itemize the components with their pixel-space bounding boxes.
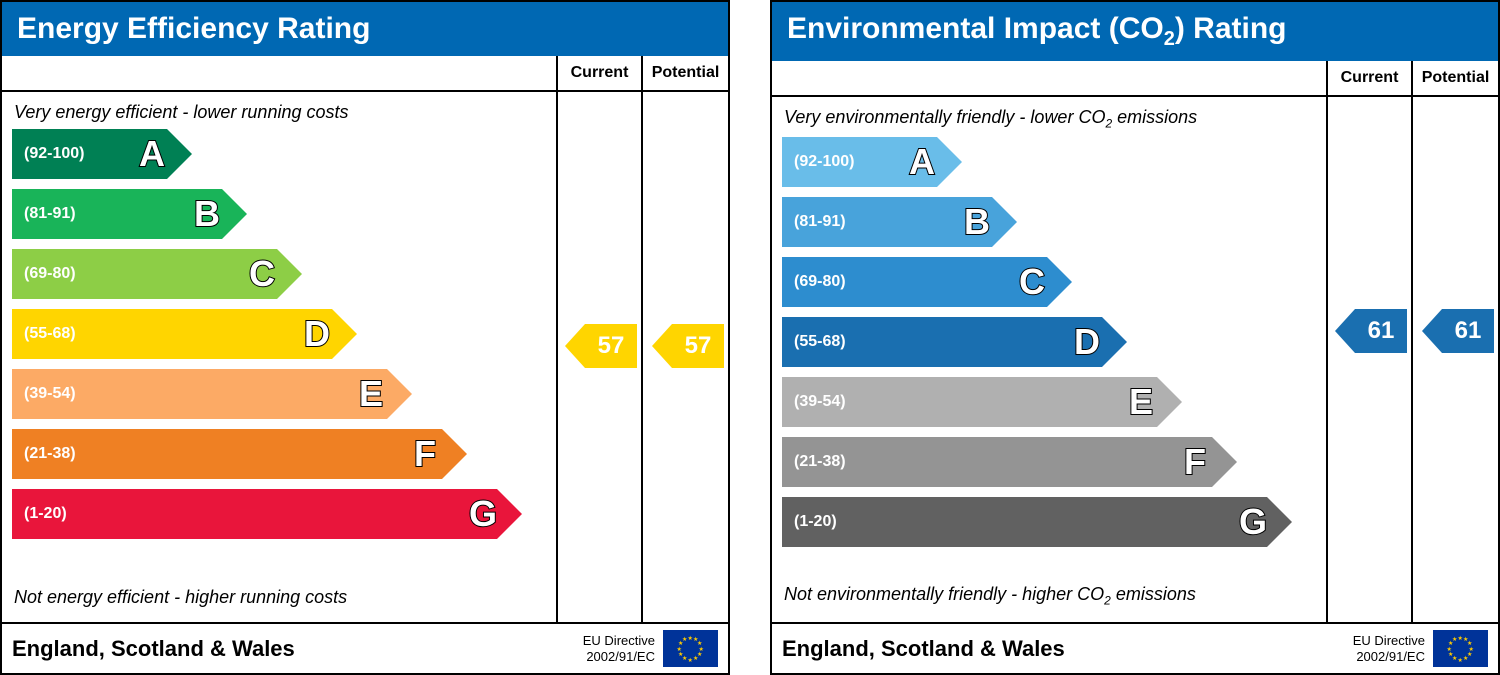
band-range: (1-20) [782, 513, 837, 531]
band-letter: C [249, 253, 275, 295]
rating-band-f: (21-38) F [782, 437, 1316, 487]
chart-title: Energy Efficiency Rating [2, 2, 728, 56]
band-range: (39-54) [12, 385, 76, 403]
rating-band-c: (69-80) C [782, 257, 1316, 307]
band-letter: E [1129, 381, 1153, 423]
rating-band-d: (55-68) D [782, 317, 1316, 367]
band-letter: G [1239, 501, 1267, 543]
rating-marker: 57 [652, 324, 724, 368]
region-label: England, Scotland & Wales [12, 636, 583, 662]
band-range: (81-91) [12, 205, 76, 223]
chart-body: Very environmentally friendly - lower CO… [772, 97, 1498, 624]
band-range: (92-100) [12, 145, 84, 163]
band-letter: E [359, 373, 383, 415]
rating-band-g: (1-20) G [782, 497, 1316, 547]
band-letter: G [469, 493, 497, 535]
column-header-current: Current [1328, 61, 1413, 95]
rating-band-c: (69-80) C [12, 249, 546, 299]
band-range: (39-54) [782, 393, 846, 411]
rating-marker-value: 57 [585, 324, 637, 368]
rating-band-b: (81-91) B [12, 189, 546, 239]
epc-chart: Environmental Impact (CO2) RatingCurrent… [770, 0, 1500, 675]
band-letter: F [414, 433, 436, 475]
band-range: (69-80) [782, 273, 846, 291]
band-letter: C [1019, 261, 1045, 303]
band-range: (21-38) [12, 445, 76, 463]
band-letter: B [964, 201, 990, 243]
current-column: 57 [558, 92, 643, 622]
bands-column: Very energy efficient - lower running co… [2, 92, 558, 622]
band-letter: A [139, 133, 165, 175]
band-range: (55-68) [12, 325, 76, 343]
eu-flag: ★★★★★★★★★★★★ [663, 630, 718, 667]
rating-marker: 61 [1335, 309, 1407, 353]
current-column: 61 [1328, 97, 1413, 622]
band-letter: D [1074, 321, 1100, 363]
epc-chart: Energy Efficiency RatingCurrentPotential… [0, 0, 730, 675]
column-header-row: CurrentPotential [2, 56, 728, 92]
rating-band-f: (21-38) F [12, 429, 546, 479]
chart-body: Very energy efficient - lower running co… [2, 92, 728, 624]
band-letter: F [1184, 441, 1206, 483]
column-header-potential: Potential [643, 56, 728, 90]
chart-title: Environmental Impact (CO2) Rating [772, 2, 1498, 61]
potential-column: 61 [1413, 97, 1498, 622]
band-letter: A [909, 141, 935, 183]
column-header-current: Current [558, 56, 643, 90]
potential-column: 57 [643, 92, 728, 622]
rating-band-d: (55-68) D [12, 309, 546, 359]
rating-band-e: (39-54) E [12, 369, 546, 419]
rating-marker: 57 [565, 324, 637, 368]
chart-footer: England, Scotland & WalesEU Directive200… [772, 624, 1498, 673]
rating-band-a: (92-100) A [782, 137, 1316, 187]
band-range: (55-68) [782, 333, 846, 351]
rating-band-a: (92-100) A [12, 129, 546, 179]
band-range: (92-100) [782, 153, 854, 171]
band-range: (21-38) [782, 453, 846, 471]
band-range: (69-80) [12, 265, 76, 283]
bottom-caption: Not environmentally friendly - higher CO… [782, 582, 1316, 614]
column-header-potential: Potential [1413, 61, 1498, 95]
eu-directive-label: EU Directive2002/91/EC [583, 633, 655, 664]
band-range: (1-20) [12, 505, 67, 523]
rating-marker-value: 61 [1442, 309, 1494, 353]
column-header-row: CurrentPotential [772, 61, 1498, 97]
chart-footer: England, Scotland & WalesEU Directive200… [2, 624, 728, 673]
region-label: England, Scotland & Wales [782, 636, 1353, 662]
band-letter: B [194, 193, 220, 235]
rating-band-b: (81-91) B [782, 197, 1316, 247]
bands-column: Very environmentally friendly - lower CO… [772, 97, 1328, 622]
top-caption: Very environmentally friendly - lower CO… [782, 105, 1316, 137]
rating-band-e: (39-54) E [782, 377, 1316, 427]
rating-marker-value: 57 [672, 324, 724, 368]
band-range: (81-91) [782, 213, 846, 231]
top-caption: Very energy efficient - lower running co… [12, 100, 546, 129]
eu-directive-label: EU Directive2002/91/EC [1353, 633, 1425, 664]
eu-flag: ★★★★★★★★★★★★ [1433, 630, 1488, 667]
bottom-caption: Not energy efficient - higher running co… [12, 585, 546, 614]
rating-band-g: (1-20) G [12, 489, 546, 539]
rating-marker: 61 [1422, 309, 1494, 353]
rating-marker-value: 61 [1355, 309, 1407, 353]
band-letter: D [304, 313, 330, 355]
